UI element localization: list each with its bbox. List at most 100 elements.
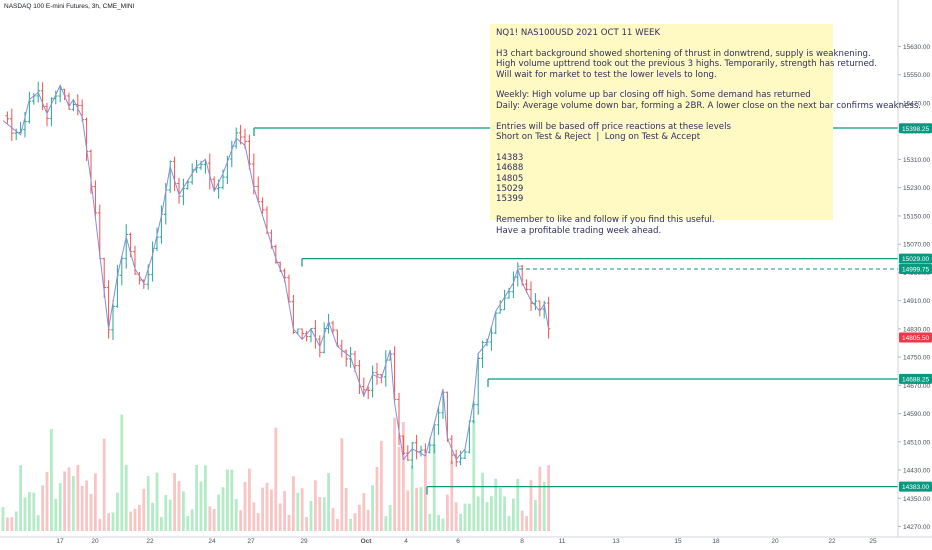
volume-bar [129,511,132,531]
volume-bar [371,485,374,531]
volume-bar [226,469,229,531]
volume-bar [454,502,458,531]
volume-bar [300,488,304,531]
volume-bar [138,504,141,531]
volume-bar [292,476,295,531]
x-tick-label: 20 [771,538,779,545]
y-tick-label: 15630.00 [903,44,930,51]
volume-bar [1,507,5,531]
volume-bar [217,494,220,531]
volume-bar [155,472,159,531]
volume-bar [274,427,278,531]
volume-bar [476,496,480,531]
y-tick-label: 15230.00 [903,185,930,192]
volume-bar [160,517,163,531]
volume-bar [516,478,520,531]
volume-bar [283,491,286,531]
volume-bar [468,503,471,531]
volume-bar [331,508,335,531]
price-tag-label: 14805.50 [902,335,929,342]
volume-bar [424,450,427,531]
volume-bar [270,489,273,531]
price-tag [899,373,932,384]
note-line: 14805 [496,173,524,184]
volume-bar [28,492,31,531]
volume-bar [437,515,440,531]
price-tag [899,481,932,492]
volume-bar [252,502,256,531]
note-line: 14688 [496,163,524,174]
y-tick-label: 14830.00 [903,326,930,333]
note-line: Remember to like and follow if you find … [496,215,715,226]
volume-bar [41,485,44,531]
volume-bar [186,515,190,531]
volume-bar [173,473,176,531]
note-line [496,111,827,121]
y-tick-label: 15550.00 [903,72,930,79]
y-tick-label: 14430.00 [903,468,930,475]
volume-bar [393,417,396,531]
volume-bar [107,513,110,531]
volume-bar [142,488,146,531]
volume-bar [388,504,392,531]
annotation-note[interactable]: NQ1! NAS100USD 2021 OCT 11 WEEK H3 chart … [490,24,921,236]
volume-bar [344,487,348,531]
volume-bar [384,516,388,531]
note-line [496,205,827,215]
volume-bar [58,483,62,531]
volume-bar [534,499,537,531]
x-tick-label: 17 [56,538,64,545]
price-tag [899,332,932,343]
volume-bar [305,516,308,531]
volume-bar [116,492,119,531]
volume-bar [463,503,467,531]
volume-bar [32,492,36,531]
note-line: H3 chart background showed shortening of… [496,48,871,59]
volume-bar [243,481,247,531]
y-tick-label: 14510.00 [903,439,930,446]
y-tick-label: 14750.00 [903,355,930,362]
volume-bar [23,497,27,531]
volume-bar [212,509,216,531]
volume-bar [529,480,533,531]
y-tick-label: 15070.00 [903,242,930,249]
note-line: 15399 [496,194,524,205]
volume-bar [402,421,405,531]
volume-bar [248,468,251,531]
volume-bar [503,496,506,531]
volume-bar [490,496,493,531]
volume-bar [366,509,370,531]
volume-bar [151,502,154,531]
x-tick-label: 6 [456,538,460,545]
volume-bar [375,466,379,531]
volume-bar [72,476,75,531]
volume-bar [485,502,489,531]
note-line: Weekly: High volume up bar closing off h… [496,90,811,101]
volume-bar [265,482,269,531]
volume-bar [80,485,84,531]
volume-bar [498,487,502,531]
price-tag-label: 14383.00 [902,484,929,491]
volume-bar [349,518,352,531]
volume-bar [450,460,454,531]
y-tick-label: 14910.00 [903,298,930,305]
note-line: Have a profitable trading week ahead. [496,225,662,236]
volume-bar [102,438,106,531]
volume-bar [239,510,242,531]
volume-bar [432,444,436,531]
x-tick-label: 11 [559,538,566,545]
x-tick-label: 20 [91,538,99,545]
chart-title: NASDAQ 100 E-mini Futures, 3h, CME_MINI [4,3,135,10]
volume-bar [322,497,326,531]
volume-bar [120,414,124,531]
volume-bar [63,471,66,531]
price-tag-label: 14688.25 [902,376,929,383]
volume-bar [67,467,71,531]
volume-bar [234,499,238,531]
volume-bar [195,464,198,531]
volume-bar [133,508,137,531]
note-line: Entries will be based off price reaction… [496,121,731,132]
volume-bar [481,472,484,531]
volume-bar [441,518,445,531]
volume-bar [177,480,181,531]
